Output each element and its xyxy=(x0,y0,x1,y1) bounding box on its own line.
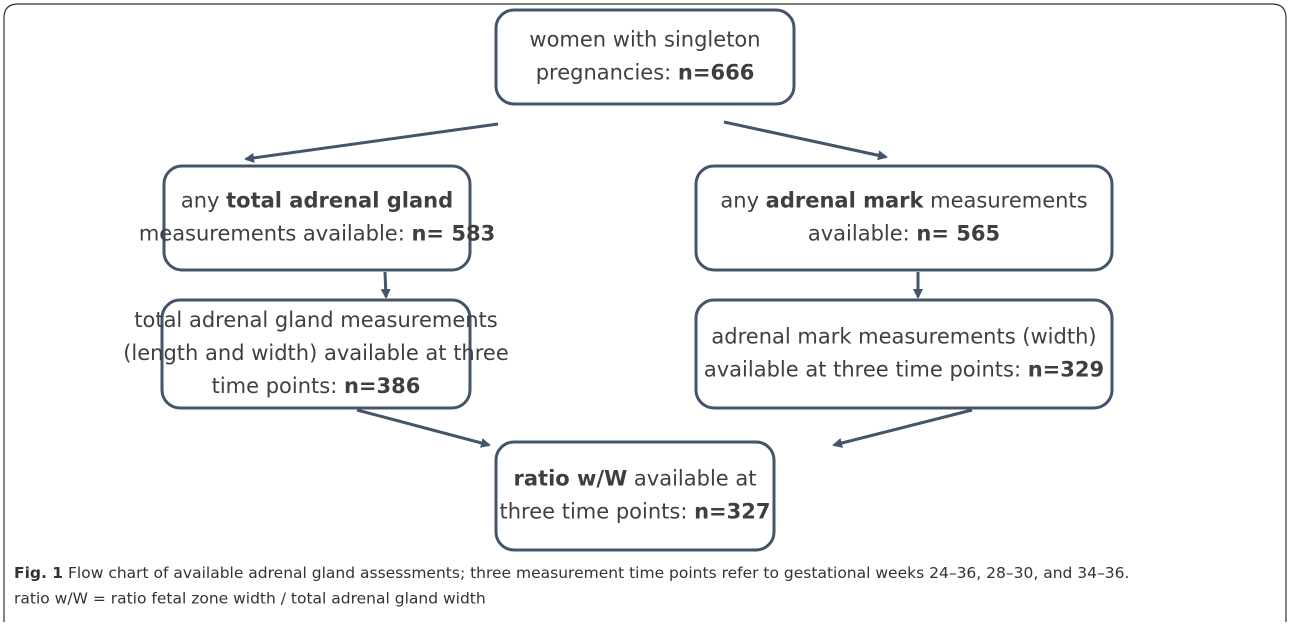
node-text-bold: n=386 xyxy=(344,374,420,398)
node-text: total adrenal gland measurements xyxy=(134,308,497,332)
node-line: adrenal mark measurements (width) xyxy=(711,325,1096,349)
node-text: any xyxy=(720,189,765,213)
node-line: ratio w/W available at xyxy=(514,467,757,491)
node-box xyxy=(162,164,472,272)
node-text-bold: n=329 xyxy=(1028,358,1104,382)
node-text-bold: ratio w/W xyxy=(514,467,628,491)
arrow xyxy=(244,122,499,163)
node-line: women with singleton xyxy=(529,28,760,52)
node-text-bold: n=666 xyxy=(678,61,754,85)
caption-line: Fig. 1 Flow chart of available adrenal g… xyxy=(14,564,1129,582)
node-line: time points: n=386 xyxy=(212,374,421,398)
node-box xyxy=(494,440,776,552)
node-text-bold: n=327 xyxy=(694,500,770,524)
node-line: total adrenal gland measurements xyxy=(134,308,497,332)
node-text-bold: n= 565 xyxy=(916,222,1000,246)
node-text: adrenal mark measurements (width) xyxy=(711,325,1096,349)
node-text: time points: xyxy=(212,374,344,398)
node-text: measurements available: xyxy=(139,222,412,246)
node-line: any total adrenal gland xyxy=(181,189,453,213)
node-line: measurements available: n= 583 xyxy=(139,222,495,246)
node-text-bold: total adrenal gland xyxy=(226,189,453,213)
node-line: available at three time points: n=329 xyxy=(704,358,1104,382)
node-text: measurements xyxy=(923,189,1087,213)
node-text: any xyxy=(181,189,226,213)
node-text: (length and width) available at three xyxy=(123,341,509,365)
arrow xyxy=(356,408,491,448)
caption-text: Flow chart of available adrenal gland as… xyxy=(68,564,1129,582)
node-text-bold: adrenal mark xyxy=(766,189,925,213)
node-box xyxy=(694,164,1114,272)
node-text: available at xyxy=(627,467,756,491)
node-text: pregnancies: xyxy=(536,61,678,85)
node-line: (length and width) available at three xyxy=(123,341,509,365)
node-box xyxy=(160,298,472,410)
node-box xyxy=(494,8,796,106)
node-text: three time points: xyxy=(500,500,695,524)
arrow xyxy=(832,408,973,448)
node-line: three time points: n=327 xyxy=(500,500,771,524)
node-line: available: n= 565 xyxy=(808,222,1000,246)
caption-label: Fig. 1 xyxy=(14,564,63,582)
node-box xyxy=(694,298,1114,410)
node-text: women with singleton xyxy=(529,28,760,52)
node-text: available: xyxy=(808,222,917,246)
node-line: pregnancies: n=666 xyxy=(536,61,755,85)
node-text-bold: n= 583 xyxy=(411,222,495,246)
node-text: available at three time points: xyxy=(704,358,1028,382)
frame xyxy=(3,3,1287,622)
caption-line: ratio w/W = ratio fetal zone width / tot… xyxy=(14,590,486,608)
arrows xyxy=(244,120,973,448)
arrow xyxy=(723,120,888,161)
arrow xyxy=(380,271,391,299)
node-line: any adrenal mark measurements xyxy=(720,189,1087,213)
